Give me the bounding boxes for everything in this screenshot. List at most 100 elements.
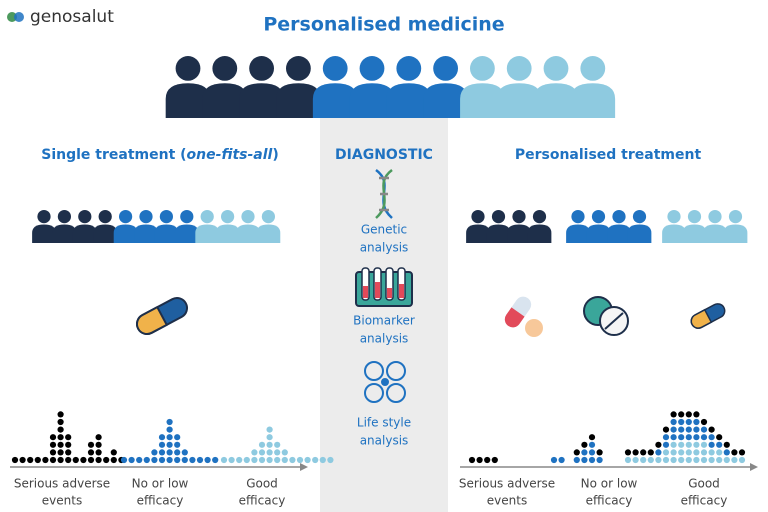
dot [251, 456, 258, 464]
dot [57, 426, 64, 433]
person-body [386, 83, 432, 118]
person-head [221, 210, 235, 224]
dot [158, 441, 166, 448]
dot [174, 434, 181, 441]
person-body [570, 83, 616, 118]
dot [596, 449, 603, 456]
person-body [682, 224, 707, 243]
dot [670, 441, 677, 448]
dot [693, 434, 700, 441]
person-body [566, 224, 590, 243]
left-title-italic: one-fits-all [187, 147, 273, 163]
tablet-line [604, 312, 624, 330]
dot [266, 456, 273, 464]
dot [103, 456, 110, 464]
axis-label: Serious adverse [14, 477, 110, 491]
dot [189, 456, 196, 464]
dot [95, 456, 102, 464]
axis-label: efficacy [137, 494, 184, 508]
dot [550, 456, 558, 464]
dot [716, 456, 723, 464]
dot [143, 456, 150, 464]
person-body [52, 224, 77, 243]
person-head [249, 56, 274, 81]
dot [49, 441, 57, 448]
dot [87, 441, 95, 448]
dot [700, 441, 708, 448]
dot [95, 441, 102, 448]
dot [723, 449, 730, 456]
dot [110, 449, 117, 456]
dot [95, 434, 102, 441]
dot [573, 456, 580, 464]
dot [57, 441, 64, 448]
dot [65, 441, 72, 448]
dot [274, 449, 281, 456]
person-body [586, 224, 611, 243]
dot [49, 449, 57, 456]
dot [716, 449, 723, 456]
dot [716, 434, 723, 441]
person-head [37, 210, 51, 224]
dot [49, 456, 57, 464]
dot [624, 456, 632, 464]
dot [700, 456, 708, 464]
axis-label: Good [246, 477, 278, 491]
dot [128, 456, 135, 464]
dot [678, 418, 685, 426]
dot [151, 449, 158, 456]
dot [289, 456, 296, 464]
person-head [471, 210, 485, 224]
person-head [543, 56, 569, 81]
person-body [423, 83, 468, 118]
dot [312, 456, 319, 464]
dot [685, 411, 692, 418]
axis-label: No or low [132, 477, 189, 491]
dot [647, 456, 654, 464]
axis-left [10, 463, 308, 471]
dot [274, 441, 281, 448]
person-head [512, 210, 526, 224]
axis-label: Good [688, 477, 720, 491]
dot [588, 434, 596, 441]
person-head [78, 210, 92, 224]
dot [158, 449, 166, 456]
dot [166, 449, 173, 456]
person-head [159, 210, 173, 224]
dot [693, 449, 700, 456]
diagnostic-label: analysis [360, 332, 409, 346]
dna-icon [375, 169, 393, 219]
right-title: Personalised treatment [515, 147, 702, 163]
axis-label: events [42, 494, 82, 508]
dot [491, 456, 498, 464]
person-head [175, 56, 201, 81]
person-body [527, 224, 552, 243]
dot [158, 456, 166, 464]
left-title-text: Single treatment ( [41, 147, 186, 163]
dot [158, 434, 166, 441]
person-head [261, 210, 275, 224]
center-title: DIAGNOSTIC [335, 147, 433, 163]
person-head [322, 56, 348, 81]
dot [678, 441, 685, 448]
dot [678, 434, 685, 441]
dot [685, 426, 692, 433]
person-body [93, 224, 118, 243]
dot [670, 449, 677, 456]
person-body [276, 83, 321, 118]
person-head [139, 210, 153, 224]
dot [685, 434, 692, 441]
dot [588, 441, 596, 448]
diagnostic-label: Life style [357, 416, 411, 430]
dot [588, 456, 596, 464]
person-head [632, 210, 647, 224]
capsule-red [504, 296, 532, 328]
person-body [256, 224, 281, 243]
dot [738, 449, 746, 456]
dot [693, 426, 700, 433]
dot [266, 434, 273, 441]
person-head [212, 56, 238, 81]
dot [166, 441, 173, 448]
dot [65, 434, 72, 441]
person-body [154, 224, 179, 243]
